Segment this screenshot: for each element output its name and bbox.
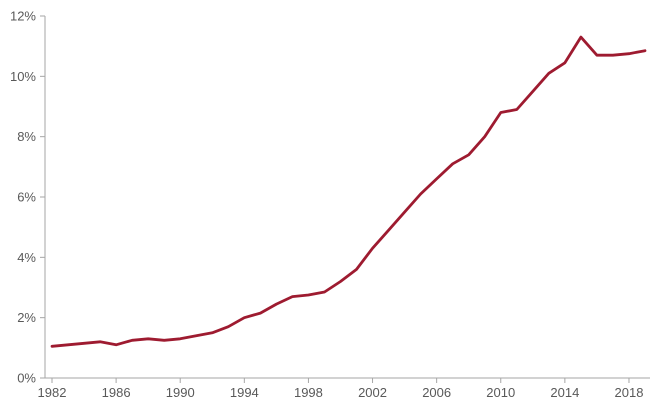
x-axis-label: 2002	[358, 385, 387, 400]
y-axis-label: 2%	[17, 310, 36, 325]
x-axis-label: 2010	[486, 385, 515, 400]
x-axis-label: 1986	[102, 385, 131, 400]
x-axis-label: 1982	[38, 385, 67, 400]
x-axis-label: 2018	[615, 385, 644, 400]
x-axis-label: 1994	[230, 385, 259, 400]
x-axis-label: 1990	[166, 385, 195, 400]
y-axis-label: 0%	[17, 371, 36, 386]
y-axis-label: 4%	[17, 250, 36, 265]
y-axis-label: 8%	[17, 129, 36, 144]
x-axis-label: 2014	[550, 385, 579, 400]
x-axis-label: 1998	[294, 385, 323, 400]
x-axis-label: 2006	[422, 385, 451, 400]
series-line	[50, 35, 647, 348]
y-axis-label: 10%	[10, 69, 36, 84]
y-axis-label: 12%	[10, 9, 36, 24]
y-axis-label: 6%	[17, 190, 36, 205]
